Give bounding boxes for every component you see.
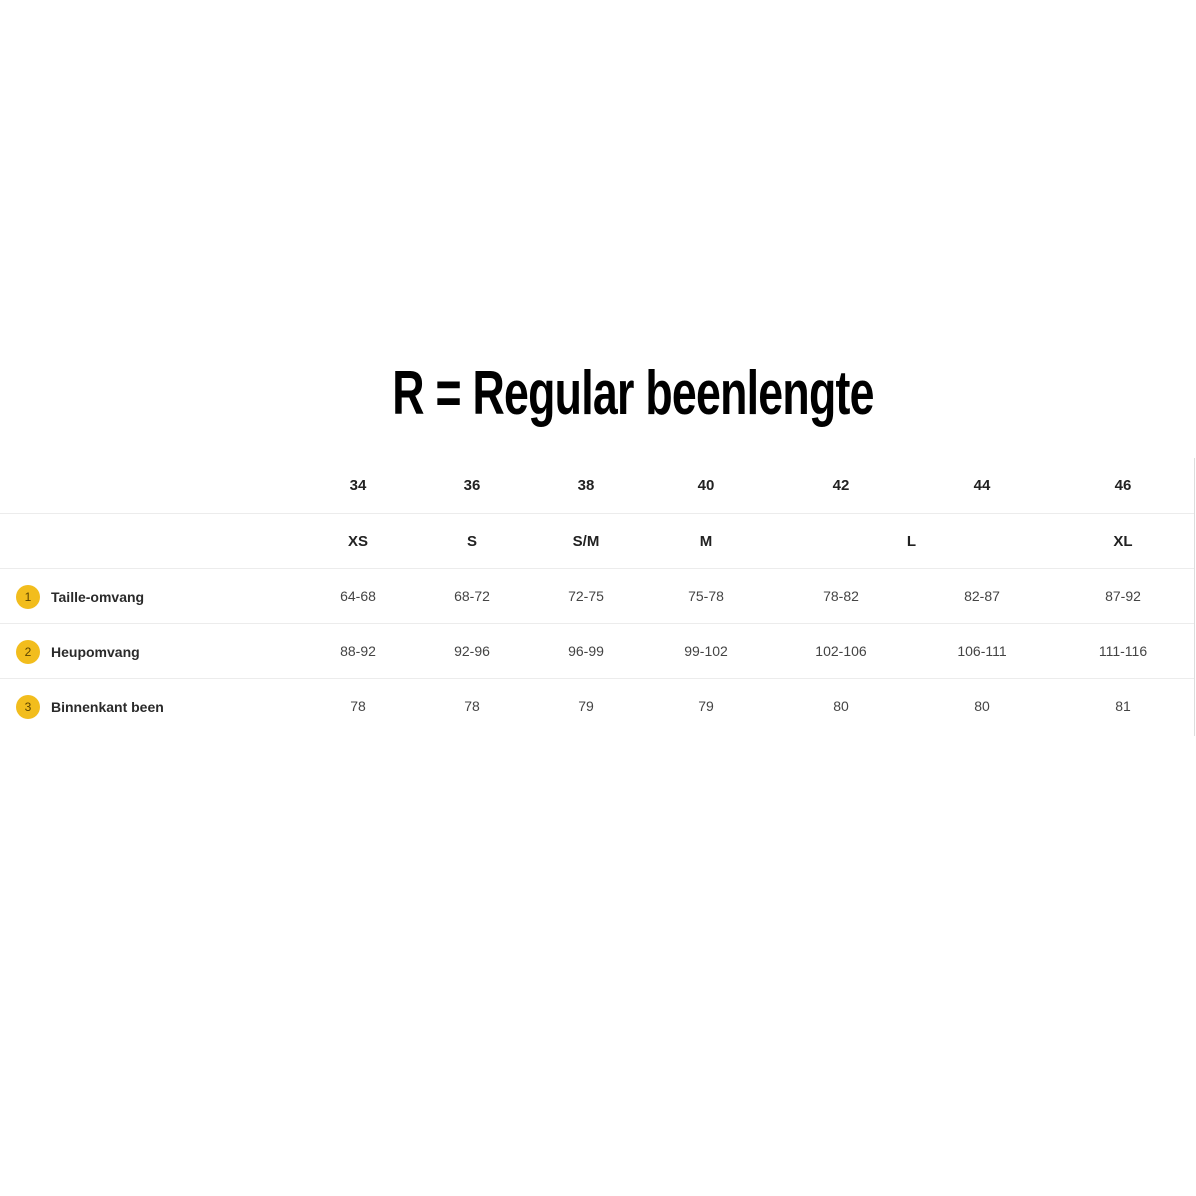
measurement-label: 3 Binnenkant been [16, 679, 164, 734]
measurement-label: 1 Taille-omvang [16, 569, 144, 624]
measurement-name: Heupomvang [51, 643, 140, 660]
measurement-label: 2 Heupomvang [16, 624, 140, 679]
measurement-value: 96-99 [568, 643, 604, 659]
size-letter-header: XL [1113, 533, 1133, 550]
size-number-header: 34 [349, 477, 367, 494]
number-badge: 1 [16, 584, 40, 609]
table-row: 2 Heupomvang 88-92 92-96 96-99 99-102 102-106 1… [0, 623, 1194, 679]
measurement-value: 99-102 [684, 643, 728, 659]
measurement-value: 80 [833, 698, 849, 714]
measurement-value: 78-82 [823, 588, 859, 604]
page-title: R = Regular beenlengte [392, 359, 874, 428]
measurement-value: 102-106 [815, 643, 867, 659]
measurement-value: 87-92 [1105, 588, 1141, 604]
measurement-value: 79 [578, 698, 594, 714]
measurement-name: Taille-omvang [51, 588, 145, 605]
measurement-value: 78 [350, 698, 366, 714]
size-letter-header: XS [347, 533, 368, 550]
measurement-value: 78 [464, 698, 480, 714]
size-number-header: 46 [1114, 477, 1132, 494]
measurement-value: 79 [698, 698, 714, 714]
measurement-value: 92-96 [454, 643, 490, 659]
size-number-header: 40 [697, 477, 715, 494]
table-row: 3 Binnenkant been 78 78 79 79 80 80 81 [0, 678, 1194, 734]
size-chart-table: 34 36 38 40 42 44 46 XS S S/M M L XL 1 Taille-omvang… [0, 458, 1195, 736]
measurement-value: 64-68 [340, 588, 376, 604]
size-number-header: 38 [577, 477, 595, 494]
number-badge: 3 [16, 694, 40, 719]
measurement-value: 81 [1115, 698, 1131, 714]
measurement-value: 68-72 [454, 588, 490, 604]
size-letter-header: S [466, 533, 477, 550]
measurement-value: 106-111 [957, 643, 1007, 659]
size-number-header: 42 [832, 477, 850, 494]
size-number-header: 44 [973, 477, 991, 494]
measurement-value: 75-78 [688, 588, 724, 604]
size-letter-header: M [699, 533, 713, 550]
letter-size-row: XS S S/M M L XL [0, 513, 1194, 569]
measurement-value: 82-87 [964, 588, 1000, 604]
measurement-value: 88-92 [340, 643, 376, 659]
measurement-value: 111-116 [1098, 643, 1148, 659]
numeric-size-row: 34 36 38 40 42 44 46 [0, 458, 1194, 513]
measurement-name: Binnenkant been [51, 698, 164, 715]
size-letter-header: S/M [572, 533, 600, 550]
number-badge: 2 [16, 639, 40, 664]
size-letter-header: L [906, 533, 917, 550]
measurement-value: 72-75 [568, 588, 604, 604]
table-row: 1 Taille-omvang 64-68 68-72 72-75 75-78 78-82 8… [0, 568, 1194, 624]
measurement-value: 80 [974, 698, 990, 714]
size-number-header: 36 [463, 477, 481, 494]
